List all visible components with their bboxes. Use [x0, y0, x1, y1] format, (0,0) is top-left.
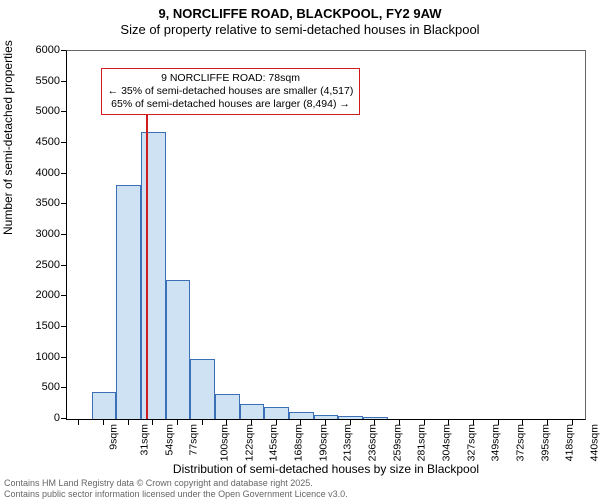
plot-area: 9 NORCLIFFE ROAD: 78sqm ← 35% of semi-de…: [66, 50, 586, 420]
x-tick-mark: [498, 420, 499, 425]
x-tick-label: 304sqm: [440, 424, 452, 461]
histogram-chart: 9, NORCLIFFE ROAD, BLACKPOOL, FY2 9AW Si…: [0, 0, 600, 500]
y-tick-label: 1000: [36, 351, 60, 363]
x-tick-mark: [448, 420, 449, 425]
x-tick-label: 213sqm: [342, 424, 354, 461]
x-tick-mark: [78, 420, 79, 425]
y-tick-label: 2000: [36, 289, 60, 301]
histogram-bar: [116, 185, 141, 419]
y-tick-label: 4000: [36, 167, 60, 179]
histogram-bar: [190, 359, 215, 419]
x-tick-label: 327sqm: [465, 424, 477, 461]
x-tick-mark: [374, 420, 375, 425]
y-axis-label: Number of semi-detached properties: [1, 40, 15, 235]
x-tick-label: 259sqm: [391, 424, 403, 461]
x-tick-mark: [473, 420, 474, 425]
y-axis: Number of semi-detached properties 05001…: [0, 50, 66, 420]
y-tick-label: 3000: [36, 228, 60, 240]
chart-title-line1: 9, NORCLIFFE ROAD, BLACKPOOL, FY2 9AW: [0, 6, 600, 22]
y-tick-label: 5000: [36, 105, 60, 117]
annotation-box: 9 NORCLIFFE ROAD: 78sqm ← 35% of semi-de…: [101, 68, 361, 115]
histogram-bar: [166, 280, 191, 419]
x-tick-label: 395sqm: [539, 424, 551, 461]
x-tick-label: 418sqm: [564, 424, 576, 461]
footer-line2: Contains public sector information licen…: [4, 489, 348, 499]
histogram-bar: [264, 407, 289, 419]
annotation-line2: ← 35% of semi-detached houses are smalle…: [108, 85, 354, 98]
x-tick-label: 31sqm: [139, 424, 151, 456]
x-tick-mark: [226, 420, 227, 425]
y-tick-label: 2500: [36, 259, 60, 271]
x-tick-mark: [202, 420, 203, 425]
footer-line1: Contains HM Land Registry data © Crown c…: [4, 478, 348, 488]
footer-credits: Contains HM Land Registry data © Crown c…: [4, 478, 348, 499]
x-tick-label: 54sqm: [163, 424, 175, 456]
histogram-bar: [215, 394, 240, 419]
y-tick-label: 1500: [36, 320, 60, 332]
x-tick-label: 100sqm: [218, 424, 230, 461]
y-tick-label: 5500: [36, 75, 60, 87]
x-tick-label: 9sqm: [108, 424, 120, 450]
histogram-bar: [289, 412, 314, 419]
histogram-bar: [240, 404, 265, 419]
y-tick-label: 3500: [36, 197, 60, 209]
x-tick-mark: [522, 420, 523, 425]
x-tick-mark: [152, 420, 153, 425]
x-tick-mark: [128, 420, 129, 425]
chart-title-line2: Size of property relative to semi-detach…: [0, 22, 600, 38]
annotation-line3: 65% of semi-detached houses are larger (…: [108, 98, 354, 111]
chart-title-block: 9, NORCLIFFE ROAD, BLACKPOOL, FY2 9AW Si…: [0, 0, 600, 39]
y-tick-label: 6000: [36, 44, 60, 56]
x-tick-label: 77sqm: [188, 424, 200, 456]
x-tick-label: 168sqm: [292, 424, 304, 461]
x-tick-mark: [276, 420, 277, 425]
x-tick-mark: [350, 420, 351, 425]
x-tick-label: 122sqm: [243, 424, 255, 461]
x-tick-label: 372sqm: [514, 424, 526, 461]
y-tick-label: 500: [42, 381, 60, 393]
x-tick-label: 236sqm: [366, 424, 378, 461]
x-tick-mark: [103, 420, 104, 425]
reference-marker-line: [146, 103, 148, 419]
x-tick-mark: [177, 420, 178, 425]
x-tick-label: 190sqm: [317, 424, 329, 461]
y-tick-label: 4500: [36, 136, 60, 148]
x-tick-mark: [325, 420, 326, 425]
x-tick-mark: [399, 420, 400, 425]
annotation-line1: 9 NORCLIFFE ROAD: 78sqm: [108, 72, 354, 85]
x-tick-label: 349sqm: [490, 424, 502, 461]
x-tick-mark: [300, 420, 301, 425]
x-tick-label: 281sqm: [416, 424, 428, 461]
histogram-bar: [363, 417, 388, 419]
y-tick-label: 0: [54, 412, 60, 424]
histogram-bar: [338, 416, 363, 419]
x-tick-mark: [547, 420, 548, 425]
x-tick-mark: [572, 420, 573, 425]
histogram-bar: [141, 132, 166, 419]
x-tick-mark: [424, 420, 425, 425]
x-tick-mark: [251, 420, 252, 425]
x-tick-label: 145sqm: [268, 424, 280, 461]
x-tick-label: 440sqm: [588, 424, 600, 461]
histogram-bar: [314, 415, 339, 419]
histogram-bar: [92, 392, 117, 419]
x-axis-label: Distribution of semi-detached houses by …: [66, 462, 586, 476]
